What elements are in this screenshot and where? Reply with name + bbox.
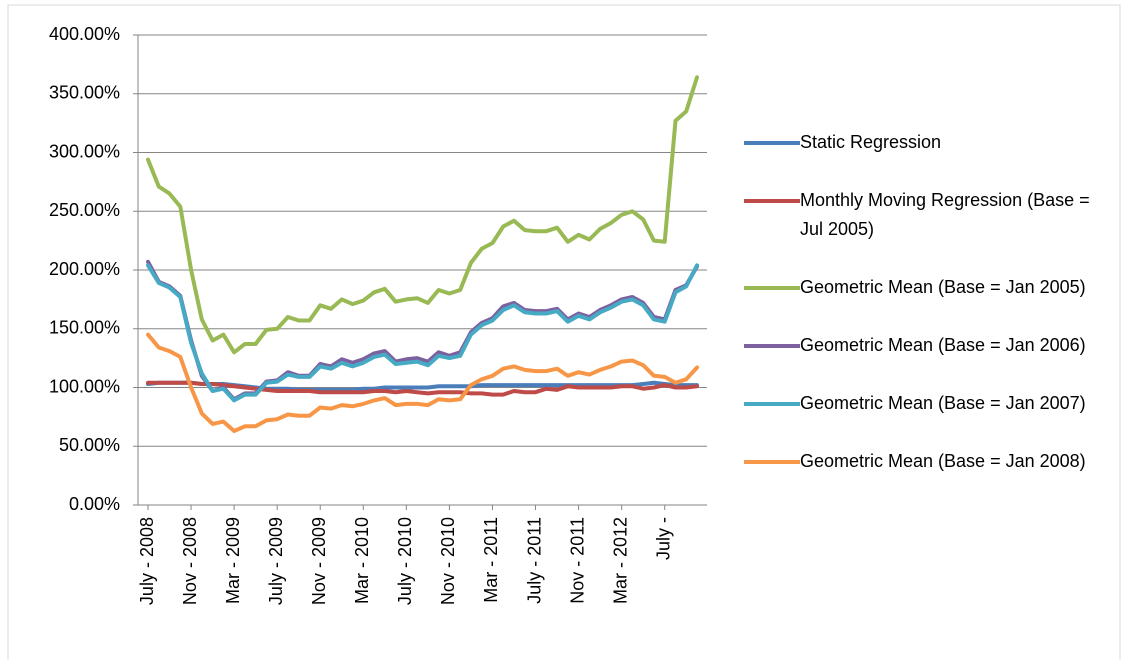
y-tick-label: 0.00% xyxy=(69,494,120,514)
legend-entry: Geometric Mean (Base = Jan 2007) xyxy=(742,389,1112,418)
legend-entry: Geometric Mean (Base = Jan 2005) xyxy=(742,273,1112,302)
x-tick-label: Nov - 2008 xyxy=(180,517,200,605)
x-tick-label: July - 2009 xyxy=(266,517,286,605)
y-tick-label: 50.00% xyxy=(59,435,120,455)
x-tick-label: July - xyxy=(653,517,673,560)
x-tick-label: Mar - 2011 xyxy=(481,517,501,603)
series-line xyxy=(146,263,699,403)
series-line xyxy=(146,259,699,402)
x-tick-label: Nov - 2011 xyxy=(567,517,587,604)
legend-label: Geometric Mean (Base = Jan 2008) xyxy=(800,451,1086,471)
legend-entry: Static Regression xyxy=(742,128,1112,157)
legend-entry: Monthly Moving Regression (Base = Jul 20… xyxy=(742,186,1112,244)
x-tick-label: Nov - 2009 xyxy=(309,517,329,605)
y-tick-label: 300.00% xyxy=(49,141,120,161)
y-tick-label: 100.00% xyxy=(49,376,120,396)
x-tick-label: July - 2011 xyxy=(524,517,544,604)
y-tick-label: 400.00% xyxy=(49,24,120,44)
y-tick-label: 250.00% xyxy=(49,200,120,220)
y-tick-label: 350.00% xyxy=(49,83,120,103)
legend-swatch xyxy=(744,460,800,464)
chart-border xyxy=(7,4,1121,660)
legend-label: Geometric Mean (Base = Jan 2005) xyxy=(800,277,1086,297)
legend-swatch xyxy=(744,344,800,348)
y-tick-label: 200.00% xyxy=(49,259,120,279)
x-tick-label: July - 2010 xyxy=(395,517,415,605)
series-line xyxy=(146,75,699,355)
legend-label: Static Regression xyxy=(800,132,942,152)
legend: Static Regression Monthly Moving Regressi… xyxy=(742,128,1112,505)
y-tick-label: 150.00% xyxy=(49,318,120,338)
legend-swatch xyxy=(744,402,800,406)
x-tick-label: Mar - 2009 xyxy=(223,517,243,604)
legend-label: Geometric Mean (Base = Jan 2007) xyxy=(800,393,1086,413)
x-tick-label: Mar - 2010 xyxy=(352,517,372,604)
legend-entry: Geometric Mean (Base = Jan 2008) xyxy=(742,447,1112,476)
x-tick-label: July - 2008 xyxy=(137,517,157,605)
series-line xyxy=(146,380,699,397)
legend-swatch xyxy=(744,286,800,290)
x-tick-label: Mar - 2012 xyxy=(610,517,630,604)
legend-swatch xyxy=(744,141,800,145)
legend-entry: Geometric Mean (Base = Jan 2006) xyxy=(742,331,1112,360)
legend-label: Geometric Mean (Base = Jan 2006) xyxy=(800,335,1086,355)
legend-label: Monthly Moving Regression (Base = Jul 20… xyxy=(800,190,1090,239)
series-line xyxy=(146,332,699,433)
x-tick-label: Nov - 2010 xyxy=(438,517,458,605)
legend-swatch xyxy=(744,199,800,203)
